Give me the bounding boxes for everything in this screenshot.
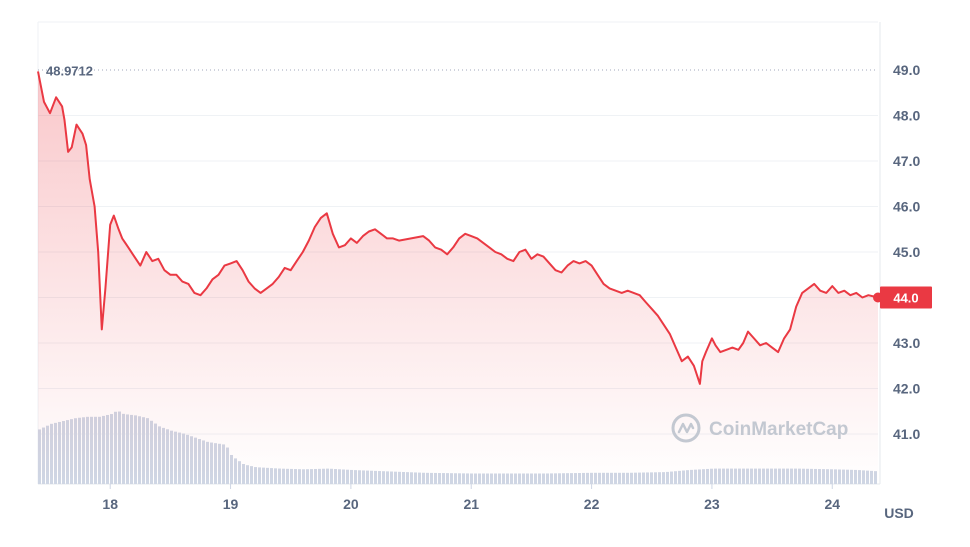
currency-unit-label: USD	[884, 505, 914, 521]
x-axis: 18 19 20 21 22 23 24	[102, 484, 840, 512]
price-area-fill	[38, 71, 878, 485]
y-tick-label: 43.0	[893, 335, 920, 351]
price-area	[38, 71, 878, 485]
y-tick-label: 48.0	[893, 108, 920, 124]
high-value-label: 48.9712	[46, 63, 93, 78]
x-tick-label: 24	[824, 496, 840, 512]
coinmarketcap-logo-icon	[671, 413, 701, 443]
current-price-badge-bg	[880, 286, 932, 309]
x-tick-label: 20	[343, 496, 359, 512]
x-tick-label: 23	[704, 496, 720, 512]
y-tick-label: 46.0	[893, 199, 920, 215]
current-price-badge: 44.0	[880, 286, 932, 309]
x-tick-label: 22	[584, 496, 600, 512]
x-tick-label: 18	[102, 496, 118, 512]
y-tick-label: 47.0	[893, 153, 920, 169]
current-price-value: 44.0	[893, 291, 918, 306]
y-tick-label: 41.0	[893, 426, 920, 442]
y-tick-label: 49.0	[893, 62, 920, 78]
y-axis: 49.0 48.0 47.0 46.0 45.0 44.0 43.0 42.0 41.0	[893, 62, 920, 442]
watermark-text: CoinMarketCap	[709, 419, 848, 440]
y-tick-label: 45.0	[893, 244, 920, 260]
price-line	[37, 71, 879, 385]
coinmarketcap-watermark: CoinMarketCap	[671, 413, 848, 443]
y-tick-label: 42.0	[893, 381, 920, 397]
x-tick-label: 21	[463, 496, 479, 512]
x-tick-label: 19	[223, 496, 239, 512]
